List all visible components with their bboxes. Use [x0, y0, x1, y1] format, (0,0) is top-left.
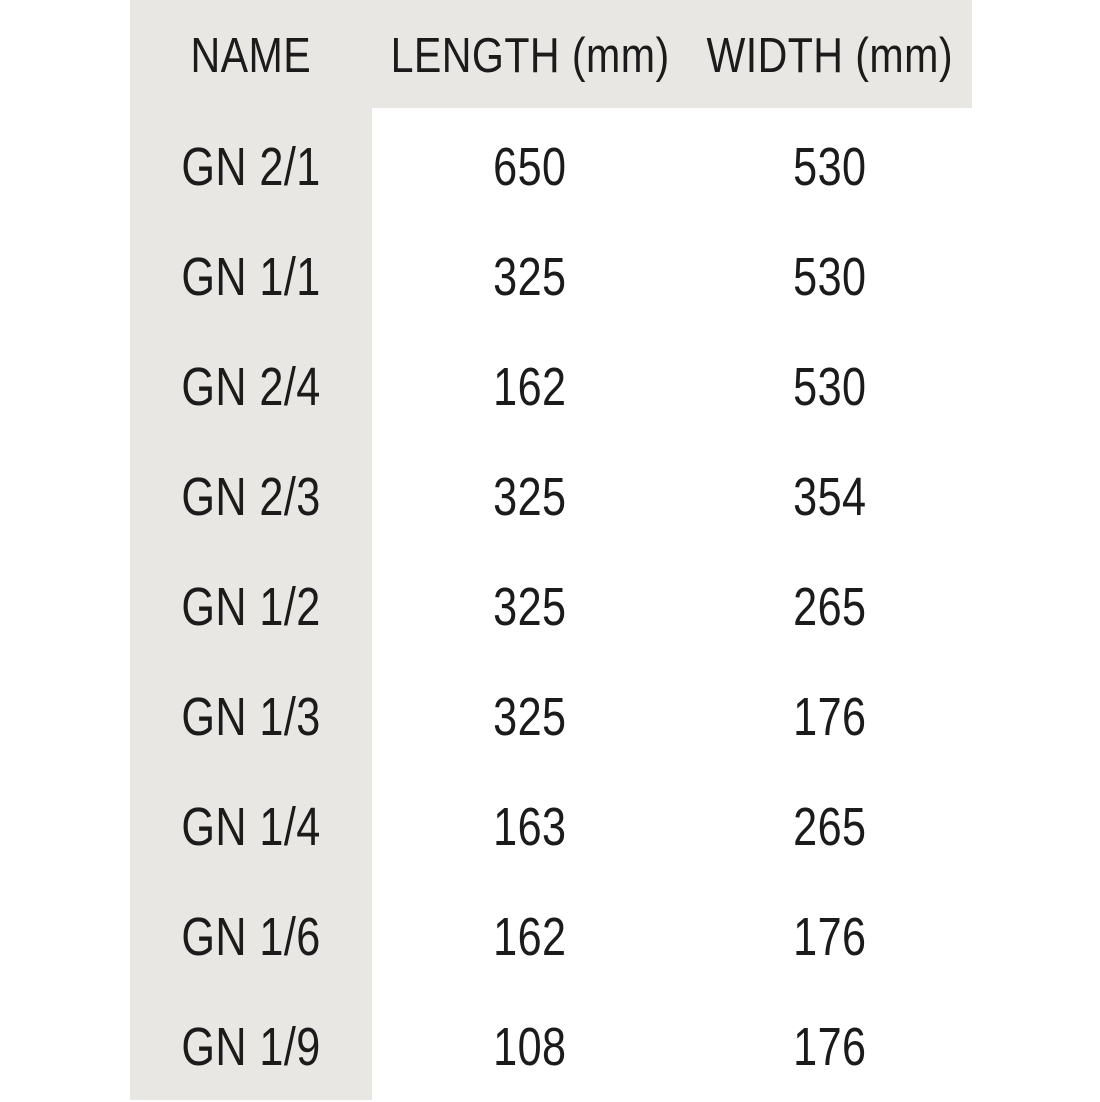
row-length-value: 650: [493, 137, 567, 197]
row-name: GN 1/6: [130, 882, 372, 992]
row-length-value: 325: [493, 247, 567, 307]
row-length-value: 325: [493, 577, 567, 637]
row-length-value: 108: [493, 1017, 567, 1077]
name-column-background: [130, 0, 372, 1100]
row-name: GN 1/1: [130, 222, 372, 332]
row-width: 265: [688, 552, 972, 662]
column-header-width: WIDTH (mm): [688, 0, 972, 112]
row-width: 354: [688, 442, 972, 552]
row-width-value: 354: [793, 467, 867, 527]
row-length: 325: [372, 442, 688, 552]
row-name-value: GN 1/1: [181, 247, 321, 307]
row-length: 163: [372, 772, 688, 882]
row-name-value: GN 2/1: [181, 137, 321, 197]
row-length-value: 163: [493, 797, 567, 857]
row-length: 162: [372, 882, 688, 992]
row-name: GN 2/1: [130, 112, 372, 222]
row-width-value: 530: [793, 137, 867, 197]
row-width: 530: [688, 222, 972, 332]
row-length-value: 162: [493, 357, 567, 417]
column-header-length-label: LENGTH (mm): [390, 29, 670, 83]
row-width-value: 265: [793, 577, 867, 637]
row-length: 108: [372, 992, 688, 1102]
row-width: 176: [688, 992, 972, 1102]
row-length: 325: [372, 552, 688, 662]
row-width-value: 176: [793, 907, 867, 967]
column-header-length: LENGTH (mm): [372, 0, 688, 112]
row-width-value: 176: [793, 1017, 867, 1077]
row-name-value: GN 1/3: [181, 687, 321, 747]
column-header-name: NAME: [130, 0, 372, 112]
row-width: 530: [688, 332, 972, 442]
row-width: 530: [688, 112, 972, 222]
row-name-value: GN 1/2: [181, 577, 321, 637]
row-name: GN 2/3: [130, 442, 372, 552]
row-length-value: 325: [493, 467, 567, 527]
row-length: 325: [372, 222, 688, 332]
row-name: GN 1/3: [130, 662, 372, 772]
row-width: 176: [688, 882, 972, 992]
row-length-value: 162: [493, 907, 567, 967]
row-name-value: GN 1/9: [181, 1017, 321, 1077]
row-name: GN 2/4: [130, 332, 372, 442]
row-name-value: GN 1/6: [181, 907, 321, 967]
row-name-value: GN 2/3: [181, 467, 321, 527]
row-width: 176: [688, 662, 972, 772]
row-name-value: GN 1/4: [181, 797, 321, 857]
row-width-value: 530: [793, 357, 867, 417]
row-width-value: 530: [793, 247, 867, 307]
row-length: 650: [372, 112, 688, 222]
row-length: 162: [372, 332, 688, 442]
row-name: GN 1/2: [130, 552, 372, 662]
row-length-value: 325: [493, 687, 567, 747]
row-name: GN 1/9: [130, 992, 372, 1102]
column-header-width-label: WIDTH (mm): [706, 29, 954, 83]
row-length: 325: [372, 662, 688, 772]
gastronorm-size-table: NAME LENGTH (mm) WIDTH (mm) GN 2/1 650 5…: [130, 0, 972, 1102]
row-width-value: 265: [793, 797, 867, 857]
column-header-name-label: NAME: [190, 29, 312, 83]
row-width-value: 176: [793, 687, 867, 747]
row-width: 265: [688, 772, 972, 882]
table-header-background: [130, 0, 972, 108]
row-name: GN 1/4: [130, 772, 372, 882]
row-name-value: GN 2/4: [181, 357, 321, 417]
